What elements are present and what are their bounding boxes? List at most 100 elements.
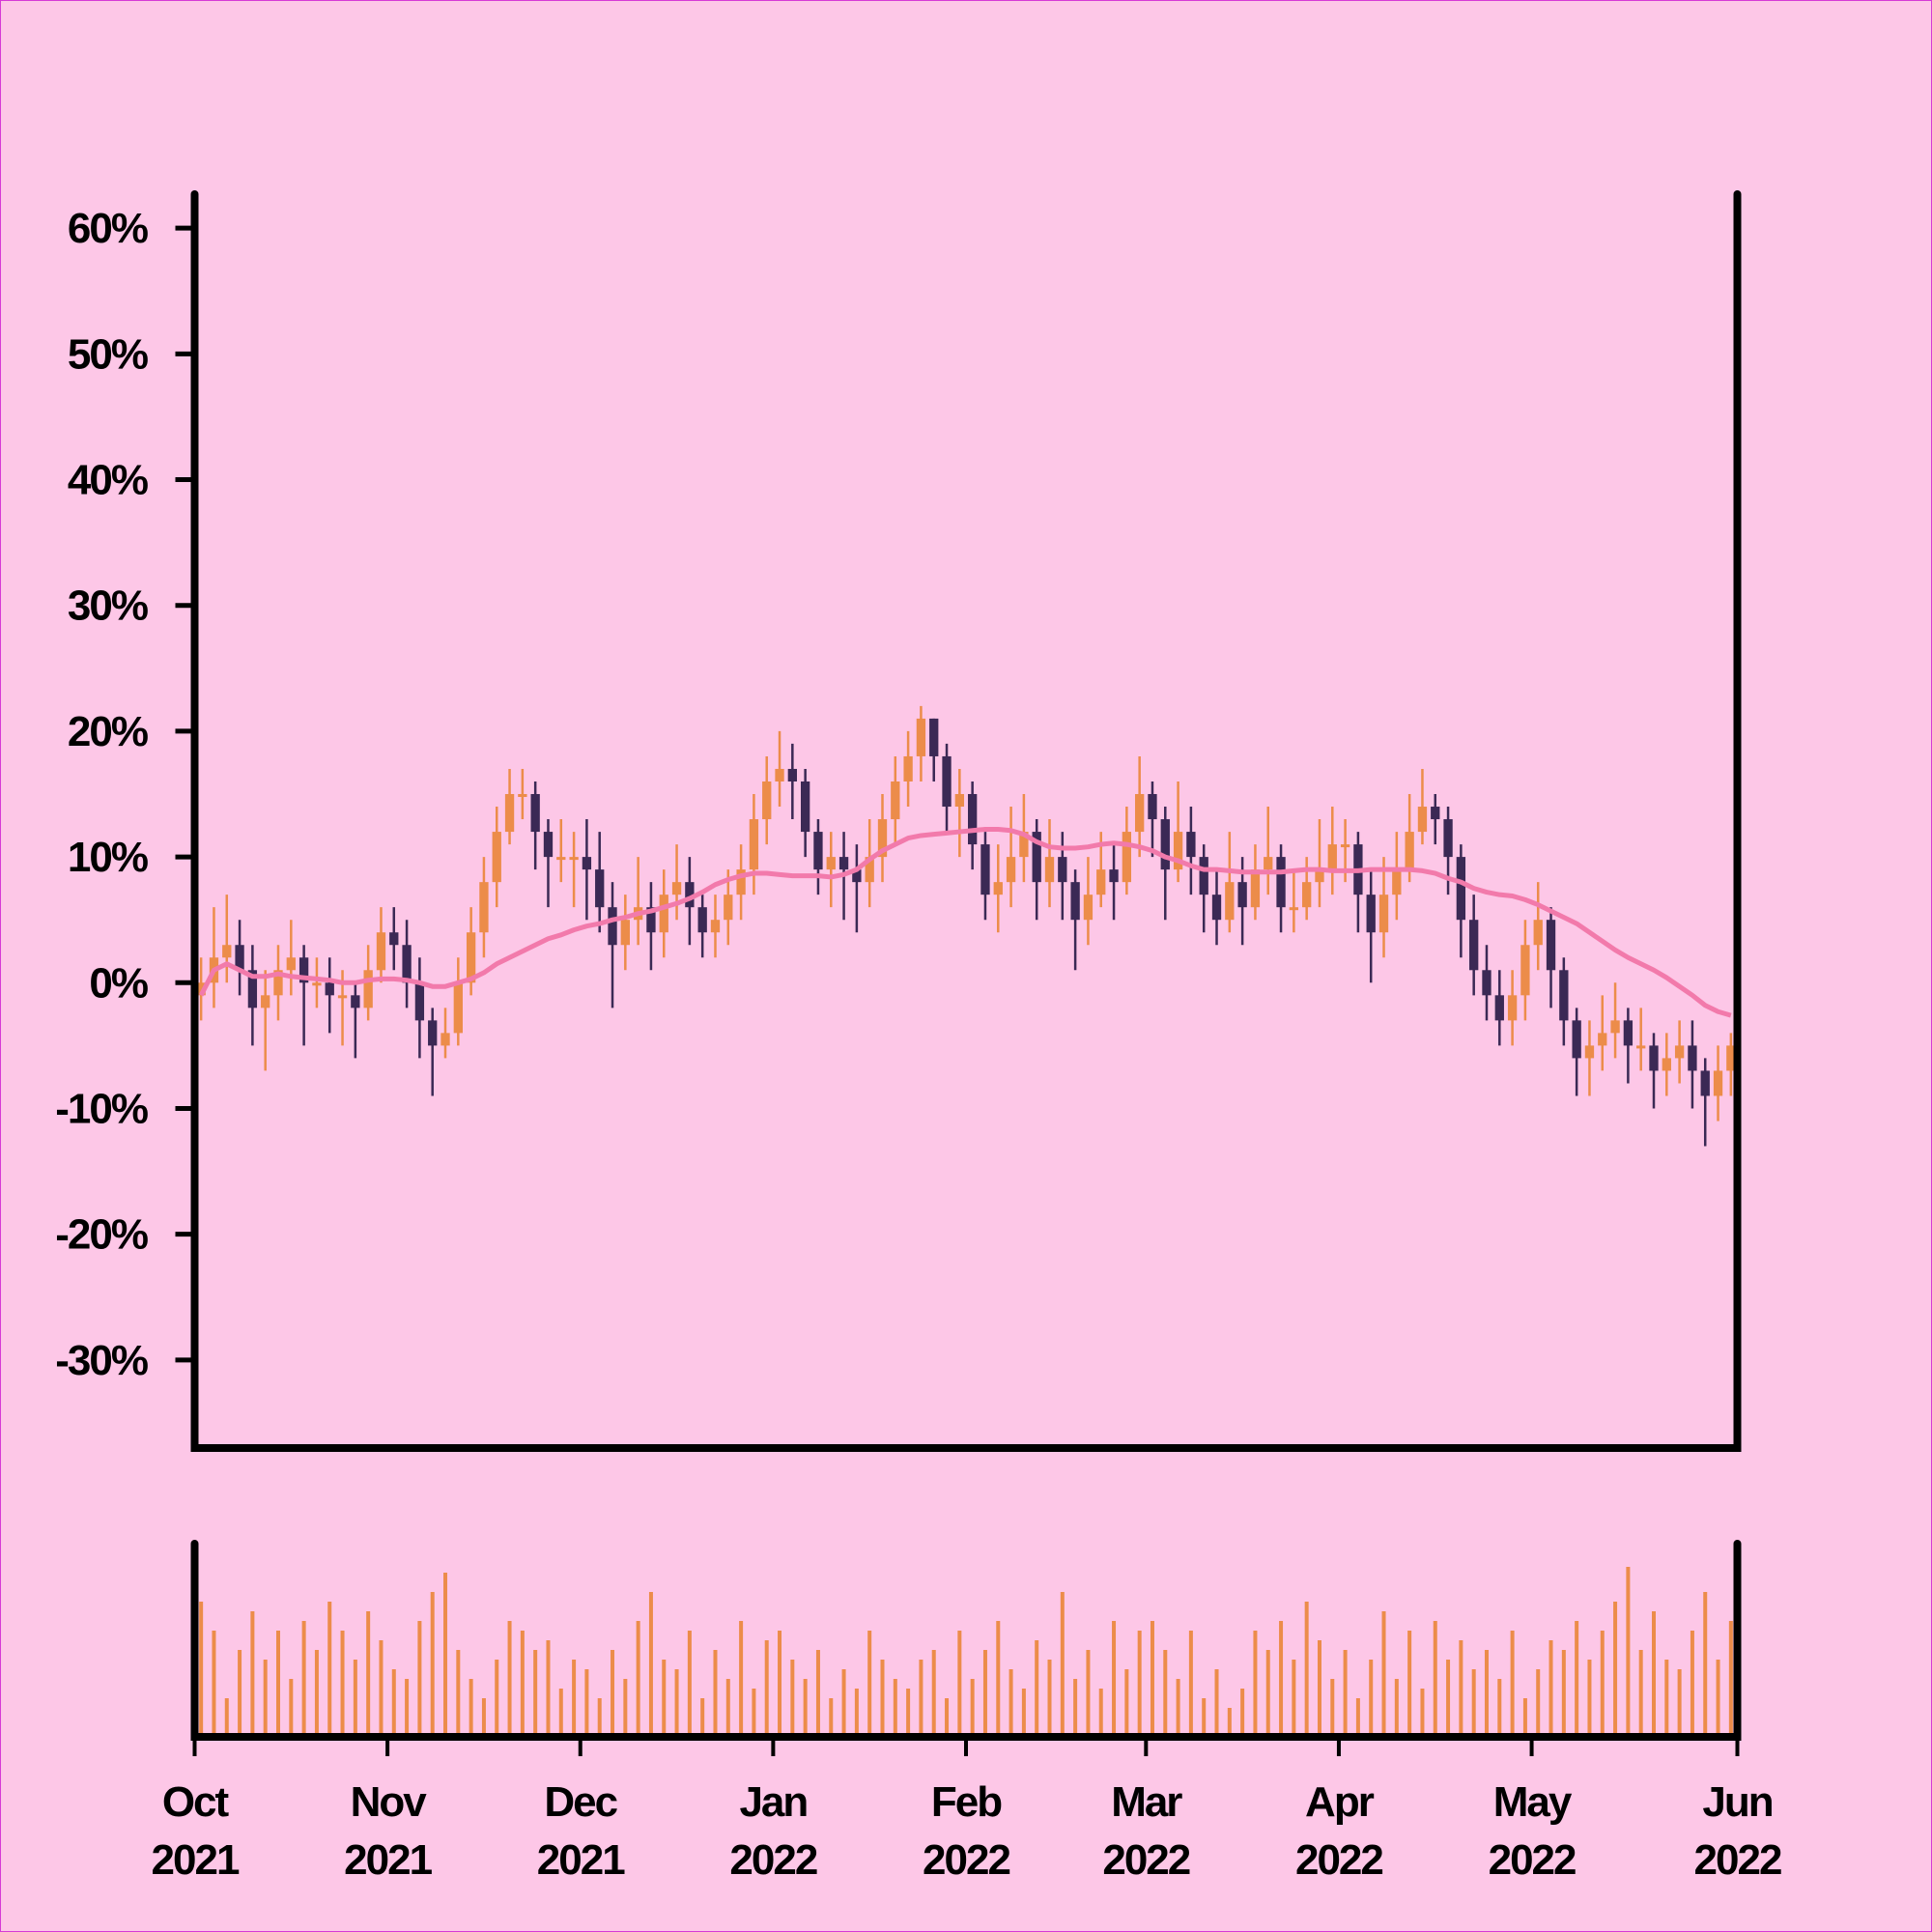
volume-bar xyxy=(1600,1631,1605,1737)
candle-body xyxy=(1199,857,1208,895)
candle-body xyxy=(1096,869,1106,895)
x-tick-label-line: 2021 xyxy=(152,1836,240,1884)
candle-body xyxy=(1366,895,1376,933)
candle-body xyxy=(1302,882,1312,908)
volume-bar xyxy=(1690,1631,1694,1737)
x-tick-label-line: Oct xyxy=(162,1778,230,1826)
volume-bar xyxy=(1021,1689,1026,1737)
candle-body xyxy=(954,794,965,808)
candle-body xyxy=(595,869,605,908)
volume-bar xyxy=(1047,1660,1052,1737)
volume-bar xyxy=(919,1660,923,1737)
candle-body xyxy=(1610,1020,1620,1034)
x-tick-label-line: 2022 xyxy=(923,1836,1009,1884)
volume-bar xyxy=(1651,1611,1656,1737)
volume-bar xyxy=(1355,1698,1360,1737)
volume-bar xyxy=(790,1660,795,1737)
candle-body xyxy=(402,945,412,983)
candle-body xyxy=(1250,869,1261,908)
x-tick-label-line: 2022 xyxy=(729,1836,816,1884)
candle-body xyxy=(1327,844,1337,870)
candle-body xyxy=(556,857,566,861)
x-tick-label: Jun 2022 xyxy=(1694,1778,1781,1884)
volume-bar xyxy=(250,1611,255,1737)
volume-bar xyxy=(1433,1621,1437,1737)
axis-frame xyxy=(190,190,1742,1452)
volume-bar xyxy=(713,1650,718,1737)
candle-body xyxy=(1225,882,1235,921)
candle-body xyxy=(1315,869,1324,883)
x-tick-label: Apr 2022 xyxy=(1295,1778,1382,1884)
candle-body xyxy=(1431,807,1440,820)
candle-body xyxy=(1598,1033,1607,1046)
candle-body xyxy=(1109,869,1119,883)
volume-bar xyxy=(1098,1689,1103,1737)
candle-body xyxy=(1507,995,1518,1021)
volume-bar xyxy=(867,1631,872,1737)
candle-body xyxy=(466,932,476,983)
volume-bar xyxy=(982,1650,987,1737)
candle-body xyxy=(1674,1045,1685,1059)
candle-body xyxy=(1456,857,1466,921)
volume-bar xyxy=(1407,1631,1412,1737)
volume-bar xyxy=(1728,1621,1733,1737)
volume-bar xyxy=(1035,1640,1039,1737)
candle-body xyxy=(1006,857,1016,883)
volume-bar xyxy=(725,1679,730,1737)
candle-body xyxy=(1070,882,1080,921)
volume-bar xyxy=(405,1679,410,1737)
volume-bar xyxy=(829,1698,834,1737)
candle-body xyxy=(1173,832,1183,870)
candle-body xyxy=(671,882,682,895)
volume-bar xyxy=(1009,1669,1013,1737)
candle-body xyxy=(582,857,592,870)
volume-bar xyxy=(224,1698,229,1737)
volume-bar xyxy=(417,1621,422,1737)
volume-bar xyxy=(1073,1679,1078,1737)
price-panel: 60% 50% 40% 30% 20% 10% 0% -10% -20% -30% xyxy=(55,190,1742,1452)
x-tick-label-line: Mar xyxy=(1111,1778,1182,1826)
volume-bar xyxy=(327,1602,332,1737)
candle-body xyxy=(1405,832,1414,870)
volume-bar xyxy=(1163,1650,1168,1737)
candle-body xyxy=(762,781,772,820)
volume-bar xyxy=(584,1669,589,1737)
candle-body xyxy=(247,970,258,1009)
volume-bar xyxy=(931,1650,936,1737)
volume-bar xyxy=(1060,1592,1065,1737)
volume-bar xyxy=(1279,1621,1284,1737)
volume-bar xyxy=(533,1650,538,1737)
volume-bar xyxy=(314,1650,319,1737)
candle-body xyxy=(363,970,373,1009)
volume-bar xyxy=(778,1631,782,1737)
volume-bar xyxy=(1394,1679,1399,1737)
candle-body xyxy=(1649,1045,1659,1071)
volume-bar xyxy=(1484,1650,1489,1737)
volume-bar xyxy=(1317,1640,1321,1737)
candle-body xyxy=(1662,1058,1671,1071)
candle-body xyxy=(891,781,900,820)
volume-bar xyxy=(1086,1650,1091,1737)
candle-body xyxy=(1058,857,1067,883)
volume-bar xyxy=(803,1679,808,1737)
volume-bar xyxy=(443,1573,448,1737)
candle-body xyxy=(697,907,707,933)
volume-bar xyxy=(636,1621,640,1737)
volume-bar xyxy=(1561,1650,1566,1737)
candle-body xyxy=(620,920,630,946)
volume-bar xyxy=(301,1621,306,1737)
x-tick-label-line: 2022 xyxy=(1489,1836,1576,1884)
x-tick-label-line: Dec xyxy=(544,1778,617,1826)
y-tick-label: 60% xyxy=(68,205,148,252)
volume-bar xyxy=(1446,1660,1451,1737)
volume-bar xyxy=(1548,1640,1553,1737)
x-tick-label-line: Apr xyxy=(1305,1778,1375,1826)
volume-bar xyxy=(1510,1631,1515,1737)
candle-body xyxy=(1546,920,1556,971)
volume-bar xyxy=(199,1602,204,1737)
x-tick-label: Oct 2021 xyxy=(152,1778,240,1884)
candle-body xyxy=(1482,970,1492,996)
candle-body xyxy=(800,781,810,833)
candle-body xyxy=(440,1033,450,1046)
